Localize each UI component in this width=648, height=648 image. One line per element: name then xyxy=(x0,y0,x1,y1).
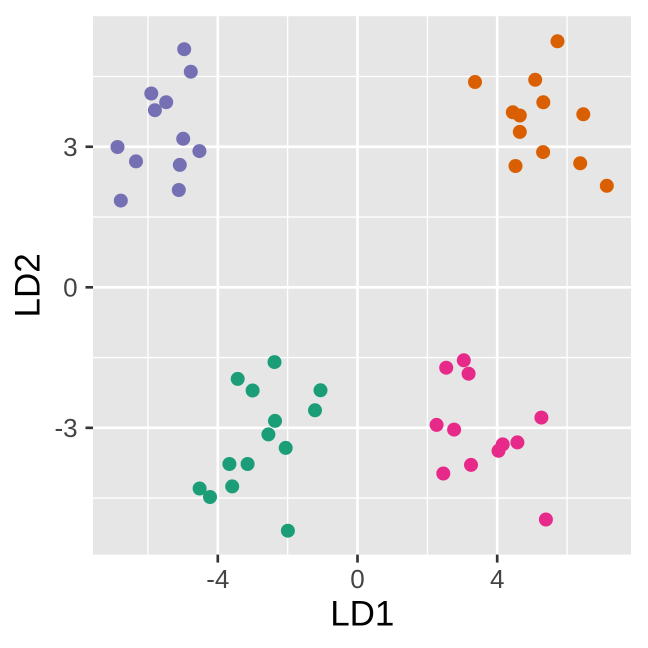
svg-text:-4: -4 xyxy=(206,564,229,594)
svg-text:LD2: LD2 xyxy=(9,253,48,317)
svg-text:0: 0 xyxy=(63,273,77,303)
svg-text:3: 3 xyxy=(63,132,77,162)
svg-text:0: 0 xyxy=(350,564,364,594)
svg-text:LD1: LD1 xyxy=(330,595,394,634)
svg-text:-3: -3 xyxy=(54,413,77,443)
svg-text:4: 4 xyxy=(490,564,504,594)
